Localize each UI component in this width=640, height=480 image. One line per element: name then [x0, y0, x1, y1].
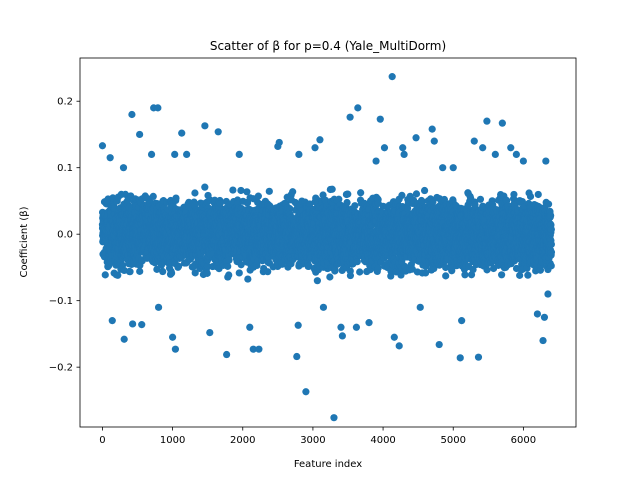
data-point — [346, 271, 355, 280]
data-point — [225, 256, 233, 264]
data-point — [136, 267, 144, 275]
data-point — [172, 194, 180, 202]
data-point — [313, 277, 321, 285]
data-points — [98, 73, 556, 422]
data-point — [289, 188, 297, 196]
data-point — [398, 191, 406, 200]
data-point — [201, 183, 209, 191]
data-point — [265, 187, 273, 195]
data-point — [343, 198, 351, 207]
data-point — [191, 189, 199, 197]
data-point — [225, 271, 233, 279]
data-point — [244, 275, 252, 283]
data-point — [351, 202, 359, 210]
data-point — [168, 269, 176, 277]
data-point — [203, 269, 211, 277]
data-point — [344, 190, 352, 198]
data-point — [254, 192, 262, 200]
data-point — [114, 271, 122, 279]
data-point — [237, 186, 245, 195]
data-point — [149, 192, 157, 201]
data-point — [326, 273, 334, 281]
data-point — [420, 186, 429, 195]
chart-title: Scatter of β for p=0.4 (Yale_MultiDorm) — [210, 39, 446, 53]
data-point — [191, 269, 199, 277]
data-point — [224, 262, 232, 270]
data-point — [264, 268, 272, 276]
data-point — [412, 190, 421, 198]
data-point — [442, 272, 450, 280]
data-point — [235, 269, 243, 277]
data-point — [153, 265, 161, 273]
data-point — [356, 268, 364, 276]
data-point — [328, 185, 336, 193]
data-point — [229, 186, 237, 194]
data-point — [353, 258, 361, 266]
data-point — [175, 262, 183, 270]
data-point — [357, 189, 365, 197]
data-point — [126, 268, 134, 276]
data-point — [159, 267, 167, 276]
data-point — [101, 271, 109, 279]
